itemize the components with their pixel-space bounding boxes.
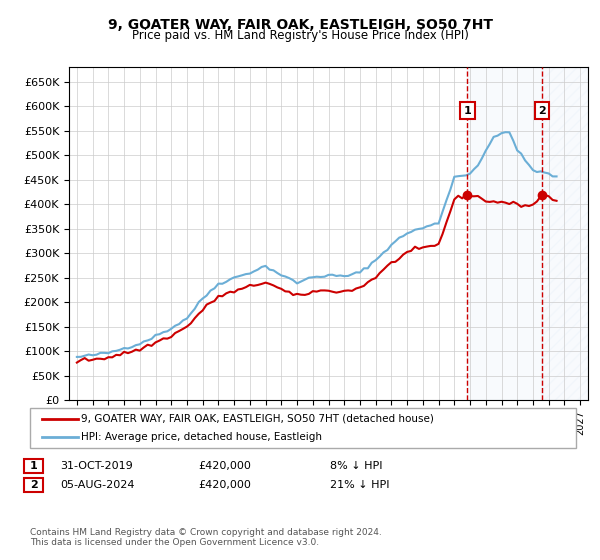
Text: 9, GOATER WAY, FAIR OAK, EASTLEIGH, SO50 7HT: 9, GOATER WAY, FAIR OAK, EASTLEIGH, SO50…: [107, 18, 493, 32]
Bar: [542, 67, 588, 400]
Text: Price paid vs. HM Land Registry's House Price Index (HPI): Price paid vs. HM Land Registry's House …: [131, 29, 469, 42]
Text: £420,000: £420,000: [198, 461, 251, 471]
Text: 8% ↓ HPI: 8% ↓ HPI: [330, 461, 383, 471]
Text: 9, GOATER WAY, FAIR OAK, EASTLEIGH, SO50 7HT (detached house): 9, GOATER WAY, FAIR OAK, EASTLEIGH, SO50…: [81, 414, 434, 424]
Bar: [467, 67, 542, 400]
Text: £420,000: £420,000: [198, 480, 251, 490]
Text: 2: 2: [538, 105, 546, 115]
Text: HPI: Average price, detached house, Eastleigh: HPI: Average price, detached house, East…: [81, 432, 322, 442]
Text: 21% ↓ HPI: 21% ↓ HPI: [330, 480, 389, 490]
Text: 1: 1: [30, 461, 37, 471]
Text: 1: 1: [463, 105, 471, 115]
Text: 05-AUG-2024: 05-AUG-2024: [60, 480, 134, 490]
Text: 31-OCT-2019: 31-OCT-2019: [60, 461, 133, 471]
Text: Contains HM Land Registry data © Crown copyright and database right 2024.
This d: Contains HM Land Registry data © Crown c…: [30, 528, 382, 547]
Text: 2: 2: [30, 480, 37, 490]
